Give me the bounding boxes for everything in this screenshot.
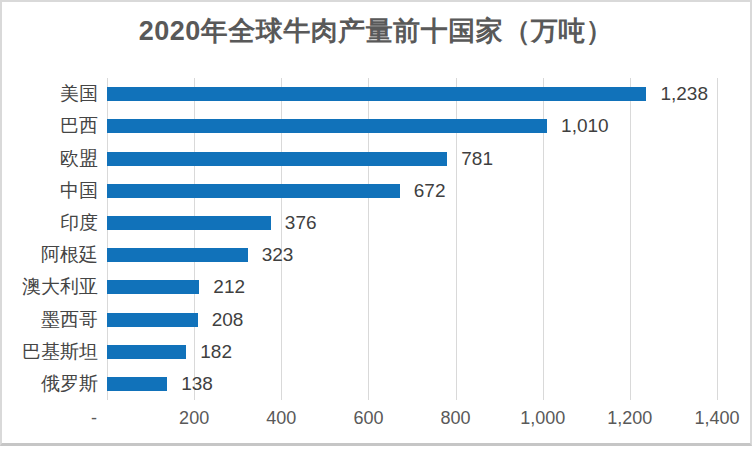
bar	[107, 377, 167, 391]
bar	[107, 216, 271, 230]
bar-row: 阿根廷323	[107, 239, 717, 271]
x-axis-tick: 1,000	[520, 408, 565, 429]
category-label: 中国	[60, 178, 98, 204]
bar	[107, 184, 400, 198]
bar-row: 俄罗斯138	[107, 368, 717, 400]
category-label: 印度	[60, 210, 98, 236]
value-label: 182	[200, 341, 232, 363]
value-label: 672	[414, 180, 446, 202]
bar	[107, 87, 646, 101]
bar-row: 巴基斯坦182	[107, 336, 717, 368]
category-label: 欧盟	[60, 146, 98, 172]
x-axis-tick: 400	[266, 408, 296, 429]
value-label: 323	[262, 244, 294, 266]
bar	[107, 313, 198, 327]
x-axis: -2004006008001,0001,2001,400	[107, 408, 717, 432]
x-axis-tick: 1,200	[607, 408, 652, 429]
bar	[107, 152, 447, 166]
bar	[107, 248, 248, 262]
x-axis-tick: 600	[353, 408, 383, 429]
chart-title: 2020年全球牛肉产量前十国家（万吨）	[2, 14, 750, 48]
category-label: 巴基斯坦	[22, 339, 98, 365]
gridline	[717, 78, 718, 400]
bar-row: 中国672	[107, 175, 717, 207]
value-label: 208	[212, 309, 244, 331]
value-label: 212	[213, 276, 245, 298]
plot-area: 美国1,238巴西1,010欧盟781中国672印度376阿根廷323澳大利亚2…	[107, 78, 717, 400]
bar	[107, 345, 186, 359]
bar	[107, 280, 199, 294]
bar-row: 欧盟781	[107, 142, 717, 174]
value-label: 1,238	[660, 83, 708, 105]
category-label: 澳大利亚	[22, 274, 98, 300]
value-label: 138	[181, 373, 213, 395]
category-label: 巴西	[60, 113, 98, 139]
x-axis-tick: -	[91, 408, 97, 429]
category-label: 墨西哥	[41, 307, 98, 333]
x-axis-tick: 800	[441, 408, 471, 429]
category-label: 阿根廷	[41, 242, 98, 268]
beef-production-bar-chart: 2020年全球牛肉产量前十国家（万吨） 美国1,238巴西1,010欧盟781中…	[0, 0, 752, 446]
x-axis-tick: 1,400	[694, 408, 739, 429]
category-label: 俄罗斯	[41, 371, 98, 397]
category-label: 美国	[60, 81, 98, 107]
bar	[107, 119, 547, 133]
bar-row: 美国1,238	[107, 78, 717, 110]
bar-row: 澳大利亚212	[107, 271, 717, 303]
value-label: 1,010	[561, 115, 609, 137]
bar-row: 墨西哥208	[107, 303, 717, 335]
value-label: 781	[461, 148, 493, 170]
bar-rows: 美国1,238巴西1,010欧盟781中国672印度376阿根廷323澳大利亚2…	[107, 78, 717, 400]
bar-row: 印度376	[107, 207, 717, 239]
x-axis-tick: 200	[179, 408, 209, 429]
bar-row: 巴西1,010	[107, 110, 717, 142]
value-label: 376	[285, 212, 317, 234]
